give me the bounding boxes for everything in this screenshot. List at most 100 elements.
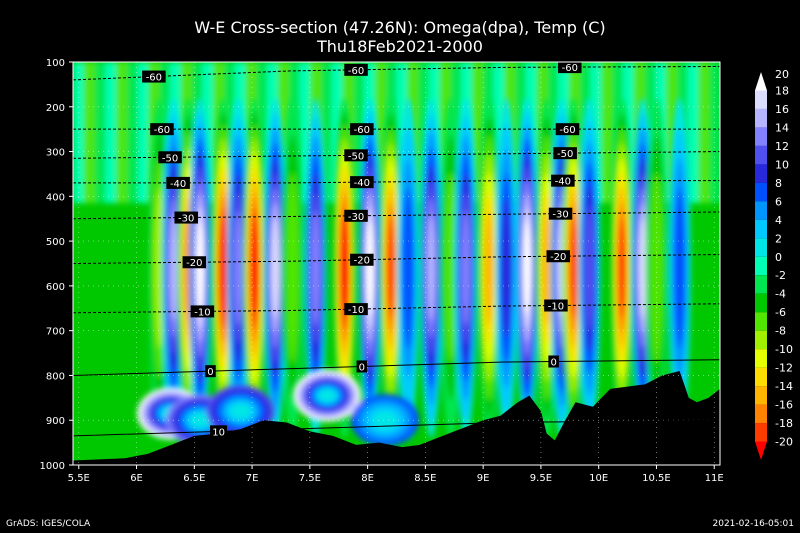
contour-label-bg bbox=[546, 250, 570, 263]
colorbar-label: 10 bbox=[775, 158, 789, 171]
x-tick-label: 9E bbox=[477, 473, 490, 484]
omega-cell bbox=[374, 62, 387, 204]
colorbar-label: -12 bbox=[775, 362, 793, 375]
colorbar-swatch bbox=[755, 182, 767, 202]
omega-column bbox=[366, 220, 374, 316]
omega-column bbox=[484, 210, 494, 326]
contour-label-bg bbox=[350, 123, 374, 136]
colorbar-label: 14 bbox=[775, 121, 789, 134]
contour-label: -20 bbox=[354, 256, 370, 267]
contour-label-bg bbox=[190, 305, 215, 318]
contour-label: -30 bbox=[178, 214, 194, 225]
x-tick-label: 10.5E bbox=[642, 473, 671, 484]
omega-column bbox=[523, 220, 531, 316]
colorbar-label: 12 bbox=[775, 140, 789, 153]
omega-column bbox=[250, 220, 259, 316]
omega-column bbox=[638, 217, 647, 318]
contour-label: -30 bbox=[552, 210, 568, 221]
omega-cell bbox=[321, 62, 333, 204]
colorbar-label: 2 bbox=[775, 232, 782, 245]
colorbar-swatch bbox=[755, 127, 767, 146]
contour-label-bg bbox=[210, 425, 228, 438]
omega-cell bbox=[418, 62, 430, 204]
contour-label: -20 bbox=[550, 252, 566, 263]
colorbar-label: -2 bbox=[775, 269, 786, 282]
colorbar-label: -16 bbox=[775, 399, 793, 412]
omega-column bbox=[584, 205, 595, 331]
y-tick-label: 600 bbox=[46, 282, 65, 293]
contour-label: 10 bbox=[212, 427, 225, 438]
grid bbox=[73, 62, 720, 465]
omega-column bbox=[233, 210, 243, 326]
omega-low-cell bbox=[229, 403, 252, 419]
contour-label-bg bbox=[344, 209, 368, 222]
colorbar-label: 20 bbox=[775, 68, 789, 81]
contour-label: 0 bbox=[550, 357, 556, 368]
contour-label-bg bbox=[158, 151, 182, 164]
contour-label: -20 bbox=[186, 258, 202, 269]
contour-label-bg bbox=[174, 211, 198, 224]
omega-column bbox=[542, 210, 551, 326]
omega-cell bbox=[622, 62, 635, 204]
colorbar-swatch bbox=[755, 423, 767, 442]
colorbar-label: -8 bbox=[775, 325, 786, 338]
contour-label: -60 bbox=[146, 73, 162, 84]
contour-label-bg bbox=[553, 147, 577, 160]
x-tick-label: 6.5E bbox=[183, 473, 205, 484]
y-tick-label: 200 bbox=[46, 103, 65, 114]
omega-cell bbox=[331, 62, 344, 204]
colorbar-swatch bbox=[755, 367, 767, 387]
contour-label-bg bbox=[544, 299, 568, 312]
contour-label-bg bbox=[350, 253, 374, 266]
contour-labels: -60 -60 -60 -60 -60 -60 -50 -50 -50 -40 -40 -40 -30 -… bbox=[142, 61, 582, 438]
omega-column bbox=[219, 220, 227, 316]
omega-cell bbox=[687, 62, 700, 204]
colorbar-label: 4 bbox=[775, 214, 782, 227]
contour-label: -50 bbox=[348, 151, 364, 162]
colorbar-label: 16 bbox=[775, 103, 789, 116]
x-tick-label: 5.5E bbox=[68, 473, 90, 484]
colorbar-swatch bbox=[755, 238, 767, 257]
contour-label: 0 bbox=[359, 362, 365, 373]
colorbar-swatch bbox=[755, 164, 767, 183]
omega-column bbox=[461, 210, 471, 326]
colorbar-swatch bbox=[755, 293, 767, 313]
y-tick-label: 800 bbox=[46, 371, 65, 382]
y-tick-label: 700 bbox=[46, 327, 65, 338]
omega-column bbox=[311, 210, 320, 326]
omega-column bbox=[402, 187, 414, 348]
contour-label-bg bbox=[548, 355, 559, 368]
contour-label: 0 bbox=[207, 367, 213, 378]
contour-label: -40 bbox=[555, 177, 571, 188]
contour-label: -10 bbox=[348, 305, 364, 316]
contour-label-bg bbox=[166, 176, 190, 189]
omega-field bbox=[73, 62, 720, 465]
omega-cell bbox=[277, 62, 290, 204]
omega-cell bbox=[493, 62, 506, 204]
contour-label-bg bbox=[205, 365, 216, 378]
omega-cell bbox=[105, 62, 118, 204]
colorbar-label: -18 bbox=[775, 417, 793, 430]
contour-label-bg bbox=[182, 256, 207, 269]
temp-contour-line bbox=[73, 254, 720, 264]
omega-cell bbox=[601, 62, 614, 204]
omega-low-cell bbox=[371, 410, 398, 430]
omega-column bbox=[427, 214, 436, 322]
contour-label-bg bbox=[555, 123, 580, 136]
omega-cell bbox=[137, 62, 150, 204]
omega-column bbox=[444, 172, 458, 363]
temp-contour-line bbox=[73, 419, 720, 437]
omega-cell bbox=[590, 62, 603, 204]
omega-column bbox=[154, 187, 166, 348]
colorbar-label: 8 bbox=[775, 177, 782, 190]
omega-cell bbox=[666, 62, 678, 204]
chart-subtitle: Thu18Feb2021-2000 bbox=[317, 37, 483, 56]
omega-cell bbox=[116, 62, 128, 204]
omega-column bbox=[386, 217, 395, 318]
colorbar-swatch bbox=[755, 108, 767, 128]
colorbar-swatch bbox=[755, 330, 767, 350]
x-tick-label: 7.5E bbox=[299, 473, 321, 484]
temp-contour-line bbox=[73, 65, 720, 81]
colorbar-label: -6 bbox=[775, 306, 786, 319]
